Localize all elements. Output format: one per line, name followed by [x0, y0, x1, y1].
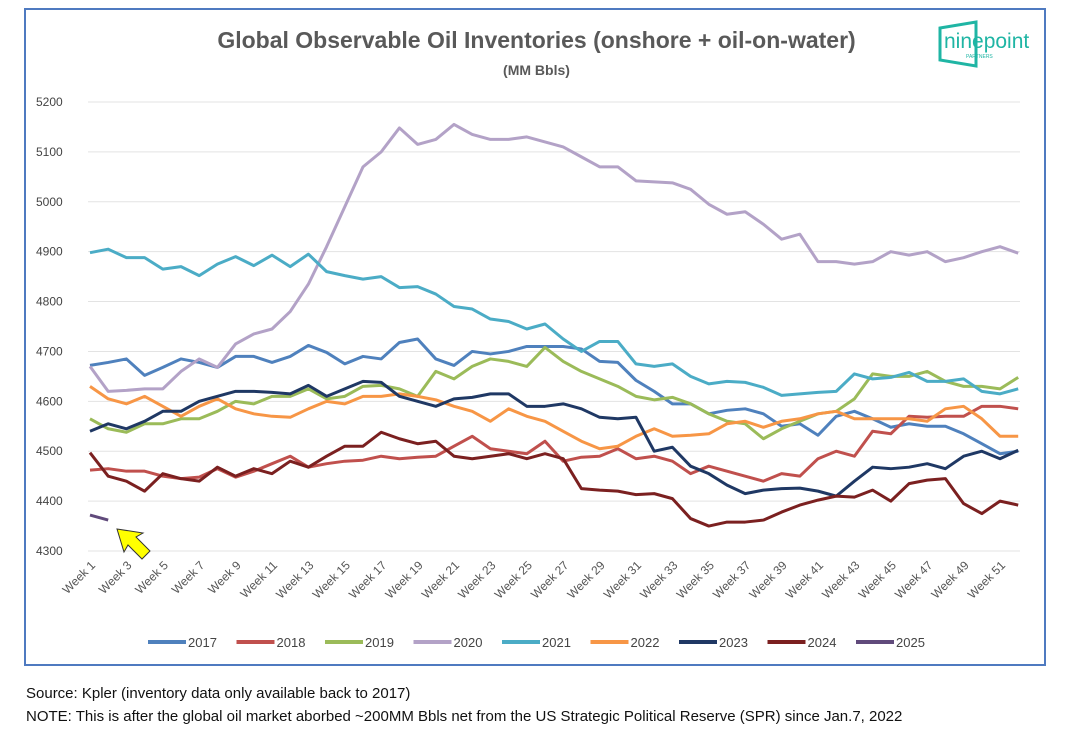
x-tick-label: Week 51 [965, 558, 1008, 601]
series-line-2024 [88, 430, 1019, 528]
x-tick-label: Week 35 [674, 558, 717, 601]
chart-title: Global Observable Oil Inventories (onsho… [217, 27, 856, 53]
source-note: Source: Kpler (inventory data only avail… [26, 685, 411, 702]
x-tick-label: Week 43 [819, 558, 862, 601]
x-tick-label: Week 25 [492, 558, 535, 601]
chart-frame [24, 8, 1046, 666]
x-tick-label: Week 29 [564, 558, 607, 601]
y-tick-label: 4600 [36, 394, 63, 408]
y-tick-label: 4400 [36, 494, 63, 508]
yellow-arrow-icon [116, 528, 151, 560]
x-tick-label: Week 15 [310, 558, 353, 601]
y-tick-label: 4700 [36, 344, 63, 358]
legend-label-2019: 2019 [365, 635, 394, 650]
legend-label-2024: 2024 [808, 635, 837, 650]
x-tick-label: Week 23 [455, 558, 498, 601]
y-tick-label: 5200 [36, 95, 63, 109]
x-tick-label: Week 17 [346, 558, 389, 601]
x-tick-label: Week 33 [637, 558, 680, 601]
x-tick-label: Week 5 [132, 558, 171, 597]
x-tick-label: Week 21 [419, 558, 462, 601]
x-tick-label: Week 47 [892, 558, 935, 601]
chart-subtitle: (MM Bbls) [503, 62, 570, 78]
legend-label-2017: 2017 [188, 635, 217, 650]
series-line-2018 [89, 404, 1019, 483]
x-tick-label: Week 39 [746, 558, 789, 601]
svg-text:ninepoint: ninepoint [944, 30, 1029, 53]
legend-label-2022: 2022 [631, 635, 660, 650]
x-tick-label: Week 31 [601, 558, 644, 601]
y-tick-label: 4900 [36, 245, 63, 259]
x-tick-label: Week 13 [273, 558, 316, 601]
y-tick-label: 4500 [36, 444, 63, 458]
y-tick-label: 4300 [36, 544, 63, 558]
series-line-2021 [89, 247, 1019, 397]
series-line-2020 [88, 122, 1019, 393]
legend-label-2023: 2023 [719, 635, 748, 650]
x-tick-label: Week 11 [238, 558, 281, 601]
y-tick-label: 5000 [36, 195, 63, 209]
legend-label-2025: 2025 [896, 635, 925, 650]
x-tick-label: Week 49 [928, 558, 971, 601]
series-line-2019 [89, 345, 1019, 441]
x-tick-label: Week 3 [96, 558, 135, 597]
series-line-2025 [89, 513, 109, 522]
y-tick-label: 4800 [36, 295, 63, 309]
y-tick-label: 5100 [36, 145, 63, 159]
series-line-2022 [89, 385, 1019, 451]
ninepoint-logo: ninepoint PARTNERS [936, 20, 1041, 70]
x-tick-label: Week 45 [856, 558, 899, 601]
x-tick-label: Week 19 [382, 558, 425, 601]
x-tick-label: Week 27 [528, 558, 571, 601]
x-tick-label: Week 41 [783, 558, 826, 601]
series-line-2023 [89, 379, 1019, 498]
legend-label-2020: 2020 [454, 635, 483, 650]
line-chart: 4300 4400 4500 4600 4700 4800 4900 5000 5100 5200… [36, 95, 1020, 650]
legend-label-2021: 2021 [542, 635, 571, 650]
x-tick-label: Week 37 [710, 558, 753, 601]
svg-text:PARTNERS: PARTNERS [966, 54, 993, 60]
series-line-2017 [89, 337, 1019, 456]
spr-note: NOTE: This is after the global oil marke… [26, 708, 903, 725]
x-tick-label: Week 7 [169, 558, 208, 597]
legend-label-2018: 2018 [277, 635, 306, 650]
x-tick-label: Week 1 [60, 558, 99, 597]
